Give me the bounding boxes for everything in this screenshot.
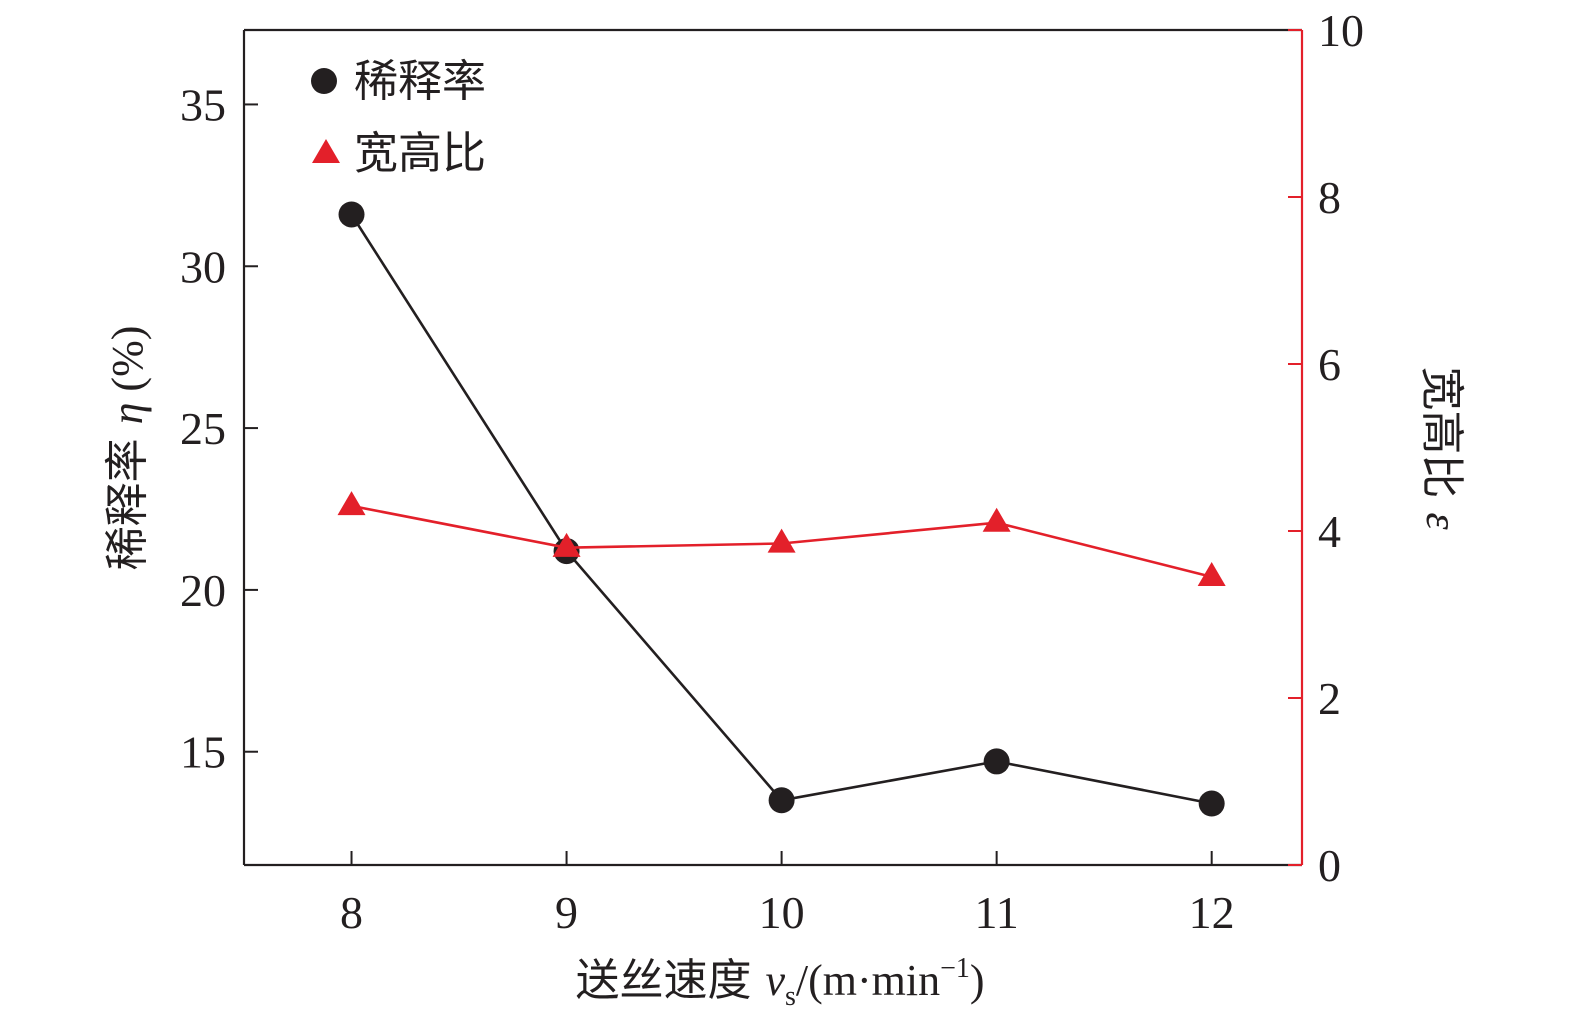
series-line: [350, 213, 1212, 805]
x-title-variable: v: [765, 956, 785, 1005]
legend-triangle-marker: [312, 139, 340, 163]
series-dilution-rate: [338, 201, 1225, 817]
circle-marker: [768, 787, 795, 814]
series-layer: [337, 201, 1226, 817]
legend-item-aspect-ratio: 宽高比: [312, 128, 486, 179]
right-y-axis: 0 2 4 6 8 10: [1288, 5, 1364, 891]
right-title-text: 宽高比: [1416, 366, 1467, 512]
x-axis: 8 9 10 11 12: [340, 851, 1235, 938]
series-aspect-ratio: [337, 491, 1226, 587]
legend-circle-marker: [311, 68, 337, 94]
x-title-unit: /(m·min: [796, 956, 940, 1005]
x-tick-label: 10: [759, 887, 805, 938]
left-title-variable: η: [103, 403, 152, 425]
triangle-marker: [1197, 562, 1226, 587]
right-y-tick-label: 8: [1318, 172, 1341, 223]
x-tick-label: 11: [974, 887, 1018, 938]
right-y-tick-label: 10: [1318, 5, 1364, 56]
right-y-tick-label: 6: [1318, 339, 1341, 390]
triangle-marker: [552, 532, 581, 557]
left-y-axis: 15 20 25 30 35: [180, 79, 258, 778]
right-y-tick-label: 0: [1318, 840, 1341, 891]
axis-titles: 送丝速度 vs/(m·min−1) 稀释率 η (%) 宽高比 ε: [102, 326, 1467, 1012]
left-y-tick-label: 25: [180, 403, 226, 454]
circle-marker: [1198, 790, 1225, 817]
legend-item-dilution-rate: 稀释率: [311, 56, 486, 107]
triangle-marker: [337, 491, 366, 516]
x-tick-label: 9: [555, 887, 578, 938]
left-title-text: 稀释率: [102, 424, 153, 570]
triangle-marker: [767, 528, 796, 553]
plot-frame: [242, 28, 1304, 867]
left-y-tick-label: 35: [180, 79, 226, 130]
left-y-axis-title: 稀释率 η (%): [102, 326, 153, 571]
right-y-axis-title: 宽高比 ε: [1416, 366, 1467, 530]
right-y-tick-label: 4: [1318, 506, 1341, 557]
x-title-subscript: s: [785, 981, 796, 1012]
left-y-tick-label: 15: [180, 727, 226, 778]
legend-label: 稀释率: [354, 56, 486, 107]
x-title-text: 送丝速度: [575, 955, 765, 1006]
right-title-variable: ε: [1417, 512, 1466, 530]
right-y-tick-label: 2: [1318, 673, 1341, 724]
x-tick-label: 8: [340, 887, 363, 938]
x-title-superscript: −1: [940, 953, 970, 984]
left-y-tick-label: 20: [180, 565, 226, 616]
circle-marker: [983, 748, 1010, 775]
left-title-unit: (%): [103, 326, 152, 403]
x-axis-title: 送丝速度 vs/(m·min−1): [575, 953, 984, 1012]
triangle-marker: [982, 507, 1011, 532]
x-title-suffix: ): [970, 956, 985, 1005]
left-y-tick-label: 30: [180, 241, 226, 292]
x-tick-label: 12: [1189, 887, 1235, 938]
circle-marker: [338, 201, 365, 228]
legend-label: 宽高比: [354, 128, 486, 179]
